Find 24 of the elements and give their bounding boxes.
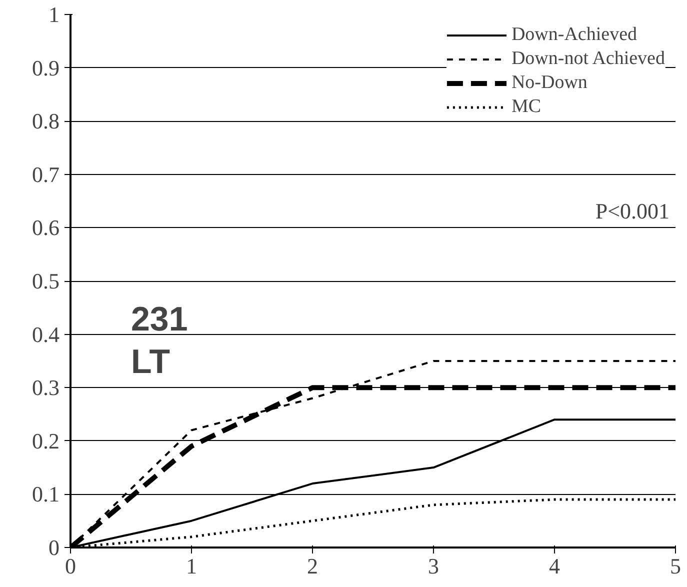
- x-tick-label: 4: [549, 554, 560, 578]
- y-tick-label: 0.3: [32, 375, 60, 400]
- x-tick-label: 0: [65, 554, 76, 578]
- y-tick-label: 0.5: [32, 268, 60, 294]
- y-tick-label: 0.4: [32, 322, 60, 347]
- legend-label: Down-not Achieved: [511, 48, 665, 70]
- y-tick-label: 0.8: [32, 108, 60, 134]
- x-tick-label: 5: [670, 554, 681, 578]
- y-tick-label: 0.6: [32, 215, 60, 240]
- annotation: P<0.001: [595, 198, 670, 224]
- y-tick-label: 0: [48, 535, 60, 560]
- annotation: 231: [131, 300, 188, 338]
- y-tick-label: 0.1: [32, 482, 60, 507]
- annotation: LT: [131, 342, 170, 381]
- y-tick-label: 0.2: [32, 428, 60, 454]
- legend-label: No-Down: [511, 72, 588, 94]
- legend-label: MC: [511, 96, 542, 118]
- x-tick-label: 2: [307, 554, 318, 578]
- legend-label: Down-Achieved: [511, 24, 638, 46]
- x-tick-label: 1: [186, 554, 197, 578]
- y-tick-label: 1: [48, 2, 60, 27]
- x-tick-label: 3: [428, 554, 439, 578]
- y-tick-label: 0.7: [32, 162, 60, 187]
- y-tick-label: 0.9: [32, 55, 60, 80]
